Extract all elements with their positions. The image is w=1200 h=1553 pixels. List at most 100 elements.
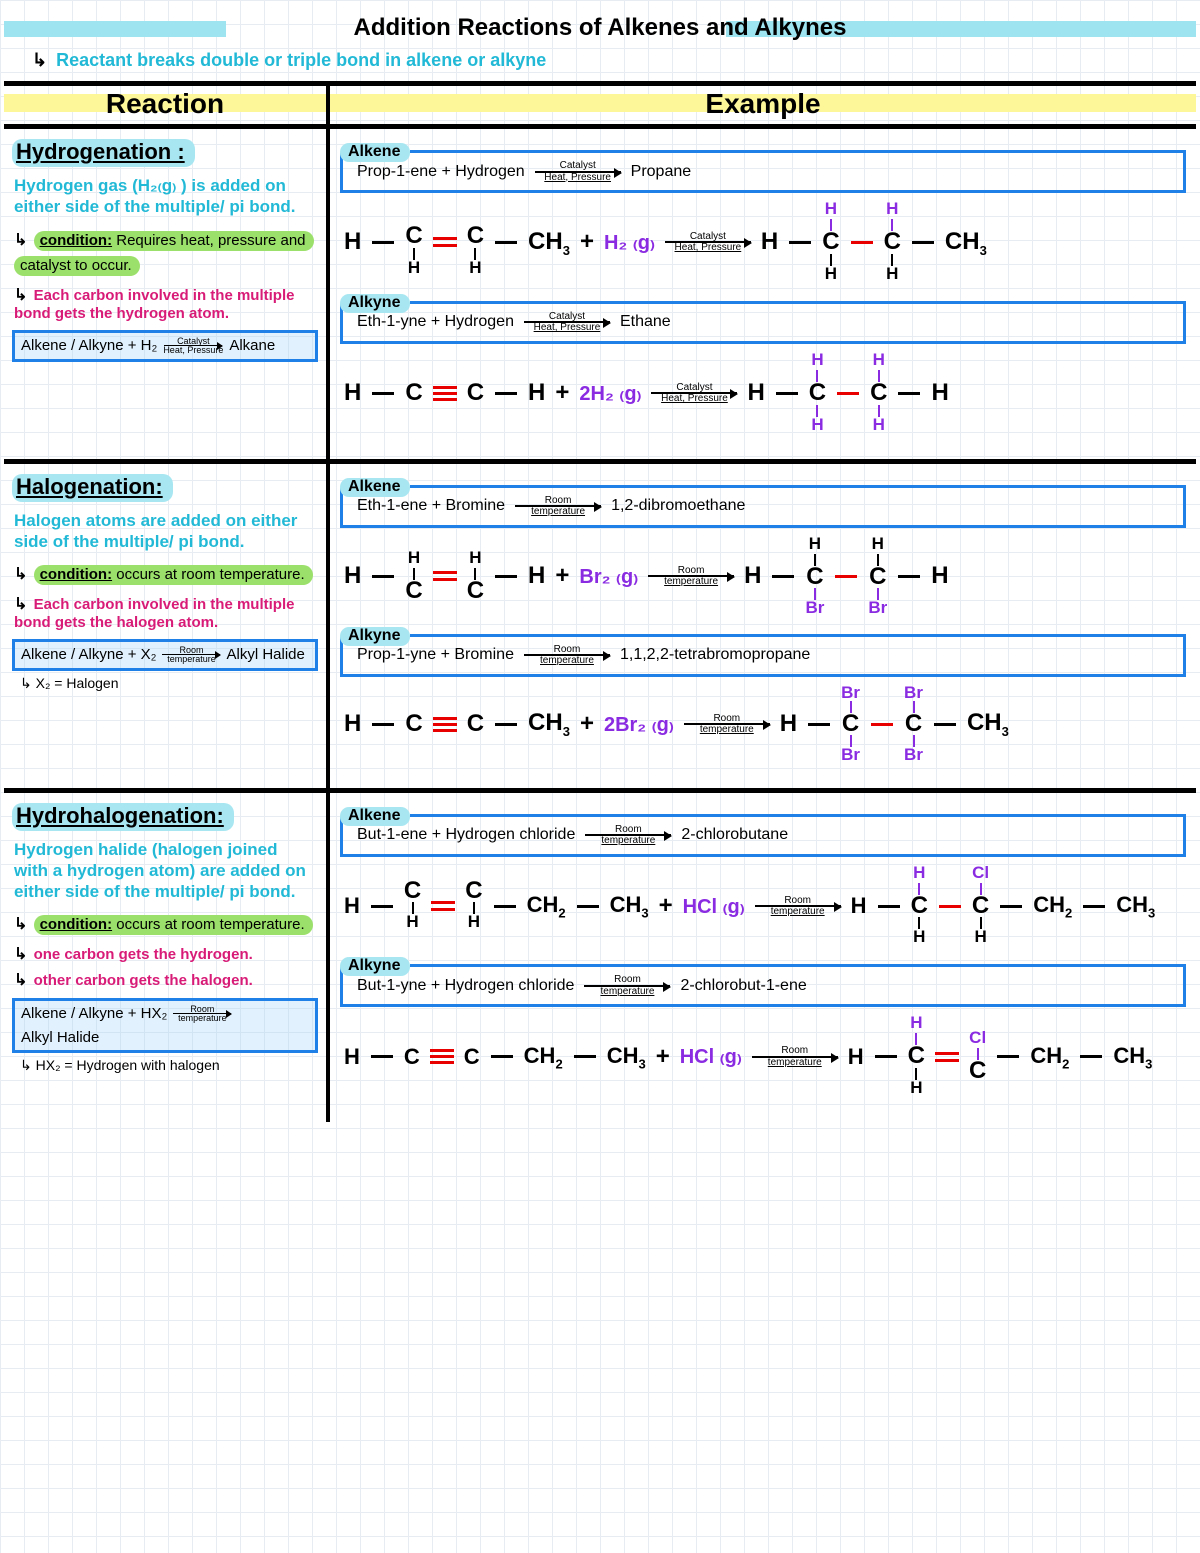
alkene-tag: Alkene [340, 143, 410, 162]
alkyne-chem-eq: HC CCH3 + 2Br₂ ₍g₎ Roomtemperature H BrC… [344, 685, 1186, 764]
hydrohalogenation-equation: Alkene / Alkyne + HX₂ Roomtemperature Al… [12, 998, 318, 1053]
arrow-icon: CatalystHeat, Pressure [163, 337, 223, 355]
alkyne-word-eq: Eth-1-yne + Hydrogen CatalystHeat, Press… [340, 304, 1186, 344]
arrow-icon: Roomtemperature [648, 566, 734, 587]
halogenation-right: Alkene Eth-1-ene + Bromine Roomtemperatu… [330, 464, 1196, 788]
alkene-word-eq: Eth-1-ene + Bromine Roomtemperature 1,2-… [340, 488, 1186, 528]
eq-lhs: Alkene / Alkyne + X₂ [21, 646, 156, 663]
intro-text: Reactant breaks double or triple bond in… [56, 50, 546, 70]
cond-label: condition: [40, 232, 112, 249]
arrow-icon: Roomtemperature [524, 645, 610, 666]
halogenation-left: Halogenation: Halogen atoms are added on… [4, 464, 330, 788]
hydrogenation-condition: ↳ condition: Requires heat, pressure and… [14, 228, 318, 279]
alkene-tag-wrap: Alkene [340, 143, 1186, 153]
word-lhs: Eth-1-yne + Hydrogen [357, 313, 514, 331]
word-rhs: 2-chlorobutane [681, 826, 788, 844]
alkyne-chem-eq: HC CH + 2H₂ ₍g₎ CatalystHeat, Pressure H… [344, 352, 1186, 435]
page-title-text: Addition Reactions of Alkenes and Alkyne… [354, 14, 847, 41]
hydrohalogenation-title: Hydrohalogenation: [12, 803, 234, 831]
arrow-icon: Roomtemperature [162, 646, 220, 664]
word-lhs: But-1-ene + Hydrogen chloride [357, 826, 575, 844]
alkene-word-eq: But-1-ene + Hydrogen chloride Roomtemper… [340, 817, 1186, 857]
row-halogenation: Halogenation: Halogen atoms are added on… [4, 464, 1196, 793]
eq-rhs: Alkane [229, 337, 275, 354]
cond-text: occurs at room temperature. [116, 916, 304, 933]
arrow-icon: Roomtemperature [585, 825, 671, 846]
eq-lhs: Alkene / Alkyne + H₂ [21, 337, 157, 354]
intro-line: ↳ Reactant breaks double or triple bond … [32, 50, 1188, 71]
alkene-word-eq: Prop-1-ene + Hydrogen CatalystHeat, Pres… [340, 153, 1186, 193]
word-rhs: 2-chlorobut-1-ene [680, 977, 806, 995]
alkyne-tag: Alkyne [340, 627, 410, 646]
cond-label: condition: [40, 916, 112, 933]
title-highlight-left [4, 21, 226, 37]
hydrohalogenation-footnote: ↳ HX₂ = Hydrogen with halogen [20, 1057, 318, 1074]
alkyne-tag-wrap: Alkyne [340, 957, 1186, 967]
hydrogenation-title: Hydrogenation : [12, 139, 195, 167]
table-header: Reaction Example [4, 86, 1196, 129]
arrow-icon: CatalystHeat, Pressure [535, 161, 621, 182]
hydrohalogenation-note1: ↳ one carbon gets the hydrogen. [14, 944, 318, 964]
halogenation-footnote: ↳ X₂ = Halogen [20, 675, 318, 692]
reagent: H₂ ₍g₎ [604, 230, 655, 255]
alkyne-chem-eq: HC CCH2CH3 + HCl ₍g₎ Roomtemperature H H… [344, 1015, 1186, 1098]
alkene-tag: Alkene [340, 478, 410, 497]
arrow-icon: CatalystHeat, Pressure [651, 383, 737, 404]
alkene-tag-wrap: Alkene [340, 478, 1186, 488]
arrow-icon: CatalystHeat, Pressure [665, 232, 751, 253]
hydrogenation-left: Hydrogenation : Hydrogen gas (H₂₍g₎ ) is… [4, 129, 330, 459]
word-lhs: But-1-yne + Hydrogen chloride [357, 977, 574, 995]
alkyne-tag-wrap: Alkyne [340, 627, 1186, 637]
eq-rhs: Alkyl Halide [21, 1029, 99, 1046]
hydrohalogenation-note2: ↳ other carbon gets the halogen. [14, 970, 318, 990]
page: Addition Reactions of Alkenes and Alkyne… [0, 0, 1200, 1142]
arrow-icon: Roomtemperature [752, 1046, 838, 1067]
hydrohalogenation-condition: ↳ condition: occurs at room temperature. [14, 912, 318, 938]
word-rhs: Ethane [620, 313, 671, 331]
alkene-chem-eq: H CH CH CH3 + H₂ ₍g₎ CatalystHeat, Press… [344, 201, 1186, 284]
arrow-icon: Roomtemperature [684, 714, 770, 735]
eq-lhs: Alkene / Alkyne + HX₂ [21, 1005, 167, 1022]
halogenation-note: ↳ Each carbon involved in the multiple b… [14, 594, 318, 631]
alkyne-tag: Alkyne [340, 957, 410, 976]
alkene-tag-wrap: Alkene [340, 807, 1186, 817]
page-title: Addition Reactions of Alkenes and Alkyne… [4, 14, 1196, 42]
halogenation-condition: ↳ condition: occurs at room temperature. [14, 562, 318, 588]
reagent: 2H₂ ₍g₎ [579, 381, 641, 406]
row-hydrohalogenation: Hydrohalogenation: Hydrogen halide (halo… [4, 793, 1196, 1123]
hydrogenation-right: Alkene Prop-1-ene + Hydrogen CatalystHea… [330, 129, 1196, 459]
header-reaction: Reaction [4, 86, 330, 124]
note-text: Each carbon involved in the multiple bon… [14, 287, 294, 322]
alkene-chem-eq: H HC HC H + Br₂ ₍g₎ Roomtemperature H HC… [344, 536, 1186, 617]
hydrogenation-desc: Hydrogen gas (H₂₍g₎ ) is added on either… [14, 175, 316, 218]
arrow-icon: CatalystHeat, Pressure [524, 312, 610, 333]
arrow-icon: Roomtemperature [584, 975, 670, 996]
cond-text: occurs at room temperature. [116, 566, 304, 583]
cond-label: condition: [40, 566, 112, 583]
word-rhs: 1,2-dibromoethane [611, 497, 745, 515]
note-text: other carbon gets the halogen. [34, 972, 253, 989]
alkene-chem-eq: H CH CH CH2CH3 + HCl ₍g₎ Roomtemperature… [344, 865, 1186, 948]
eq-rhs: Alkyl Halide [226, 646, 304, 663]
reagent: Br₂ ₍g₎ [579, 564, 638, 589]
hydrogenation-equation: Alkene / Alkyne + H₂ CatalystHeat, Press… [12, 330, 318, 362]
word-lhs: Prop-1-yne + Bromine [357, 646, 514, 664]
hydrohalogenation-right: Alkene But-1-ene + Hydrogen chloride Roo… [330, 793, 1196, 1123]
arrow-icon: Roomtemperature [173, 1005, 231, 1023]
word-rhs: 1,1,2,2-tetrabromopropane [620, 646, 810, 664]
arrow-icon: Roomtemperature [515, 496, 601, 517]
reagent: HCl ₍g₎ [680, 1044, 742, 1069]
alkyne-tag-wrap: Alkyne [340, 294, 1186, 304]
reagent: HCl ₍g₎ [683, 894, 745, 919]
arrow-icon: Roomtemperature [755, 896, 841, 917]
hydrogenation-note: ↳ Each carbon involved in the multiple b… [14, 285, 318, 322]
halogenation-title: Halogenation: [12, 474, 173, 502]
hydrohalogenation-desc: Hydrogen halide (halogen joined with a h… [14, 839, 316, 903]
alkyne-word-eq: Prop-1-yne + Bromine Roomtemperature 1,1… [340, 637, 1186, 677]
header-example: Example [330, 86, 1196, 124]
word-lhs: Eth-1-ene + Bromine [357, 497, 505, 515]
alkyne-tag: Alkyne [340, 294, 410, 313]
alkene-tag: Alkene [340, 807, 410, 826]
halogenation-equation: Alkene / Alkyne + X₂ Roomtemperature Alk… [12, 639, 318, 671]
alkyne-word-eq: But-1-yne + Hydrogen chloride Roomtemper… [340, 967, 1186, 1007]
